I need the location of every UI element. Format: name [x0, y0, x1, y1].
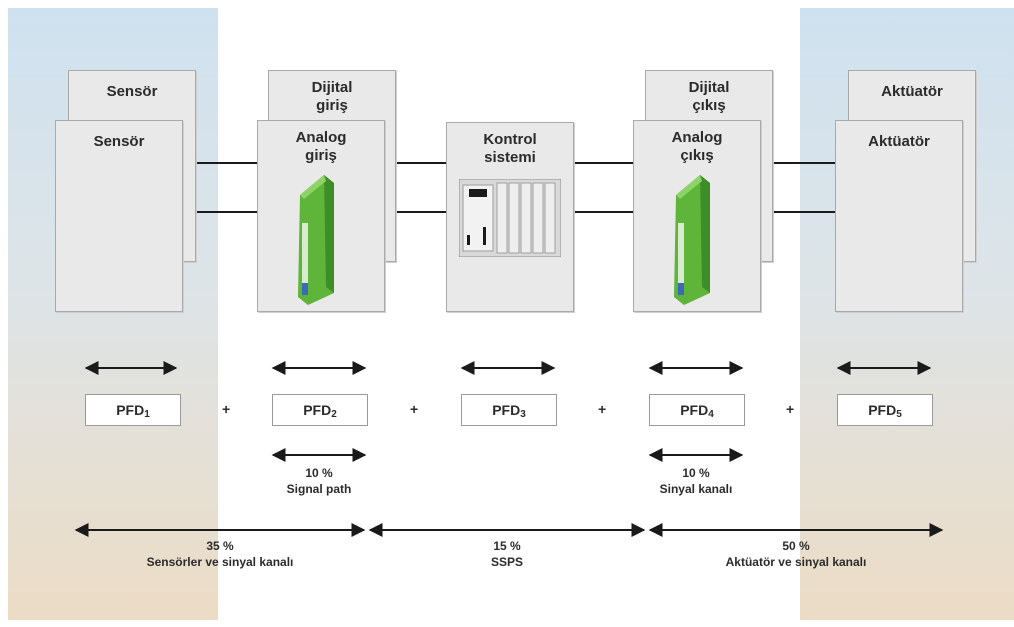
pfd-3-base: PFD	[492, 402, 521, 418]
digital-output-line1: Dijital	[688, 79, 730, 96]
bottom-left-name: Sensörler ve sinyal kanalı	[146, 555, 294, 569]
plus-sign: +	[222, 401, 231, 417]
bottom-mid-label: 15 % SSPS	[437, 538, 577, 570]
pfd-1-sub: 1	[144, 409, 150, 420]
signal-left-percent: 10 %	[305, 466, 333, 480]
signal-left-name: Signal path	[286, 482, 352, 496]
analog-input-line2: giriş	[305, 147, 337, 164]
analog-input-line1: Analog	[295, 129, 347, 146]
analog-input-title: Analog giriş	[258, 129, 384, 165]
plus-sign: +	[786, 401, 795, 417]
analog-output-card: Analog çıkış	[633, 120, 761, 312]
analog-output-line1: Analog	[671, 129, 723, 146]
digital-input-title: Dijital giriş	[269, 79, 395, 115]
pfd-5-base: PFD	[868, 402, 897, 418]
plc-rack-icon	[459, 179, 561, 257]
digital-output-line2: çıkış	[692, 97, 726, 114]
signal-right-name: Sinyal kanalı	[659, 482, 733, 496]
pfd-2-base: PFD	[303, 402, 332, 418]
analog-input-card: Analog giriş	[257, 120, 385, 312]
sensor-back-title: Sensör	[106, 83, 158, 100]
control-system-card: Kontrol sistemi	[446, 122, 574, 312]
actuator-back-title: Aktüatör	[881, 83, 943, 100]
digital-input-line2: giriş	[316, 97, 348, 114]
green-module-icon	[298, 175, 334, 305]
bottom-left-label: 35 % Sensörler ve sinyal kanalı	[100, 538, 340, 570]
plus-sign: +	[410, 401, 419, 417]
signal-right-percent: 10 %	[682, 466, 710, 480]
digital-input-line1: Dijital	[311, 79, 353, 96]
bottom-right-label: 50 % Aktüatör ve sinyal kanalı	[676, 538, 916, 570]
signal-right-label: 10 % Sinyal kanalı	[626, 465, 766, 497]
pfd-box-1: PFD1	[85, 394, 181, 426]
pfd-5-sub: 5	[896, 409, 902, 420]
pfd-2-sub: 2	[331, 409, 337, 420]
pfd-4-sub: 4	[708, 409, 714, 420]
pfd-1-base: PFD	[116, 402, 145, 418]
pfd-box-3: PFD3	[461, 394, 557, 426]
plus-sign: +	[598, 401, 607, 417]
bottom-right-percent: 50 %	[782, 539, 810, 553]
bottom-right-name: Aktüatör ve sinyal kanalı	[725, 555, 867, 569]
pfd-4-base: PFD	[680, 402, 709, 418]
signal-left-label: 10 % Signal path	[249, 465, 389, 497]
digital-output-title: Dijital çıkış	[646, 79, 772, 115]
control-system-title: Kontrol sistemi	[447, 131, 573, 167]
pfd-3-sub: 3	[520, 409, 526, 420]
pfd-box-2: PFD2	[272, 394, 368, 426]
sensor-card-front: Sensör	[55, 120, 183, 312]
bottom-left-percent: 35 %	[206, 539, 234, 553]
bottom-mid-name: SSPS	[490, 555, 523, 569]
pfd-box-5: PFD5	[837, 394, 933, 426]
sensor-front-title: Sensör	[93, 133, 145, 150]
green-module-icon	[674, 175, 710, 305]
bottom-mid-percent: 15 %	[493, 539, 521, 553]
pfd-box-4: PFD4	[649, 394, 745, 426]
actuator-front-title: Aktüatör	[868, 133, 930, 150]
analog-output-line2: çıkış	[680, 147, 714, 164]
actuator-card-front: Aktüatör	[835, 120, 963, 312]
analog-output-title: Analog çıkış	[634, 129, 760, 165]
control-system-line2: sistemi	[484, 149, 536, 166]
control-system-line1: Kontrol	[483, 131, 537, 148]
